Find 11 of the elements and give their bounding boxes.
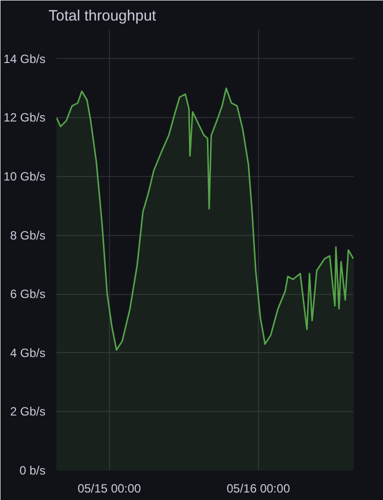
chart-title: Total throughput: [48, 8, 157, 24]
y-tick-label: 2 Gb/s: [10, 404, 46, 419]
y-tick-label: 14 Gb/s: [3, 52, 46, 66]
y-tick-label: 10 Gb/s: [3, 170, 46, 184]
y-tick-label: 12 Gb/s: [3, 110, 46, 125]
x-tick-label: 05/15 00:00: [78, 482, 142, 496]
y-tick-label: 0 b/s: [19, 464, 46, 478]
x-tick-label: 05/16 00:00: [226, 482, 290, 496]
y-tick-label: 8 Gb/s: [10, 228, 46, 242]
y-tick-label: 4 Gb/s: [10, 346, 46, 360]
y-tick-label: 6 Gb/s: [10, 287, 46, 302]
